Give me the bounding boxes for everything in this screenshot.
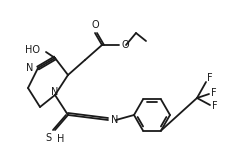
Text: HO: HO <box>25 45 40 55</box>
Text: H: H <box>57 134 64 144</box>
Text: F: F <box>211 88 217 98</box>
Text: F: F <box>212 101 218 111</box>
Text: N: N <box>111 115 118 125</box>
Text: N: N <box>51 87 59 97</box>
Text: S: S <box>45 133 51 143</box>
Text: O: O <box>122 40 130 50</box>
Text: F: F <box>207 73 213 83</box>
Text: O: O <box>91 20 99 30</box>
Text: N: N <box>26 63 33 73</box>
